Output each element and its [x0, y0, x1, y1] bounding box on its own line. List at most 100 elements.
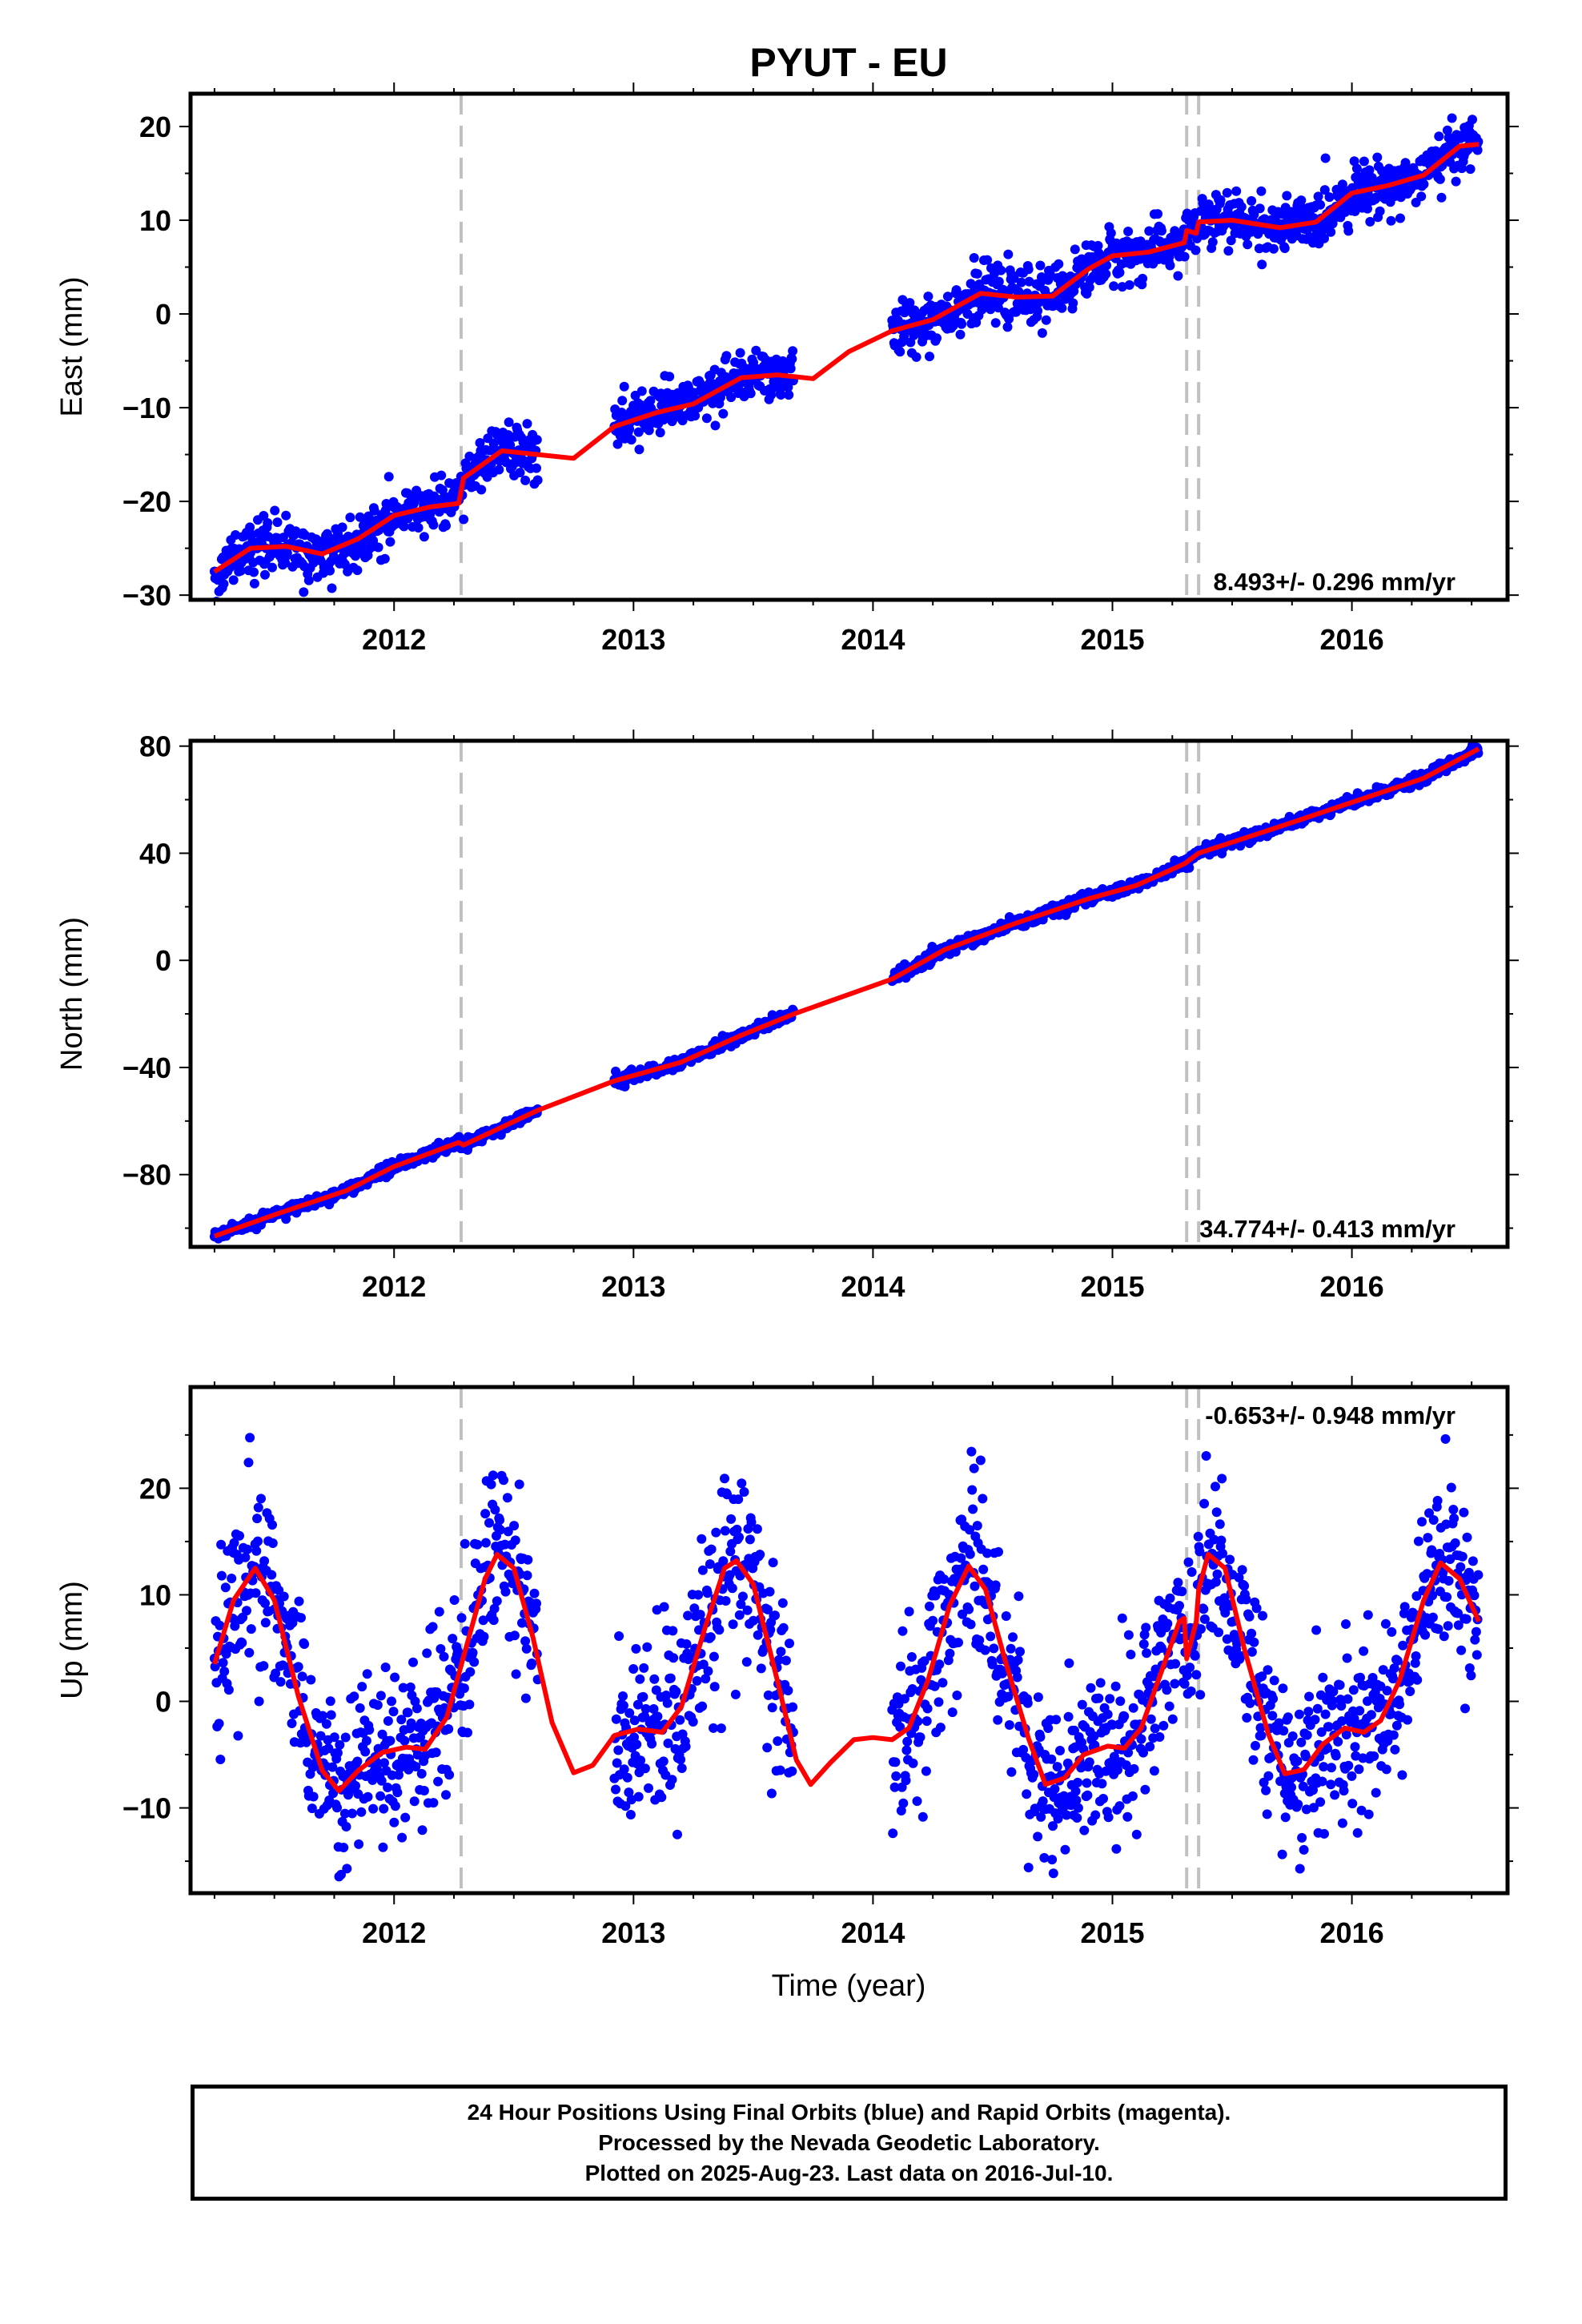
- up-data-point: [1082, 1790, 1093, 1800]
- up-data-point: [1293, 1799, 1303, 1810]
- up-data-point: [260, 1618, 271, 1628]
- up-data-point: [499, 1475, 508, 1486]
- up-data-point: [1292, 1756, 1303, 1767]
- east-y-tick-label: 0: [155, 298, 171, 331]
- up-data-point: [1015, 1647, 1025, 1657]
- up-data-point: [626, 1795, 636, 1805]
- up-data-point: [227, 1574, 237, 1583]
- east-data-point: [616, 408, 627, 417]
- east-data-point: [1465, 164, 1476, 175]
- up-data-point: [523, 1554, 533, 1565]
- up-data-point: [778, 1622, 789, 1633]
- up-data-point: [725, 1546, 736, 1557]
- up-data-point: [252, 1514, 263, 1524]
- north-y-tick-label: −40: [122, 1051, 171, 1084]
- up-data-point: [702, 1588, 713, 1598]
- east-x-tick-label: 2015: [1080, 623, 1144, 656]
- up-data-point: [1277, 1849, 1287, 1860]
- up-data-point: [1162, 1618, 1173, 1629]
- up-data-point: [1287, 1782, 1296, 1792]
- up-data-point: [1342, 1653, 1352, 1663]
- up-data-point: [978, 1494, 988, 1504]
- up-data-point: [1335, 1680, 1345, 1691]
- up-data-point: [1295, 1864, 1305, 1874]
- up-data-point: [974, 1635, 985, 1646]
- up-data-point: [945, 1648, 955, 1659]
- east-data-point: [1215, 195, 1226, 205]
- up-data-point: [216, 1539, 227, 1550]
- east-data-point: [280, 557, 291, 568]
- up-data-point: [1355, 1706, 1365, 1716]
- up-data-point: [930, 1681, 940, 1691]
- up-data-point: [1299, 1844, 1309, 1855]
- up-data-point: [1279, 1726, 1289, 1736]
- east-data-point: [231, 530, 241, 540]
- up-data-point: [306, 1675, 316, 1685]
- east-data-point: [701, 413, 712, 424]
- east-data-point: [1337, 179, 1347, 190]
- up-data-point: [1098, 1794, 1108, 1803]
- up-data-point: [488, 1470, 498, 1481]
- up-data-point: [638, 1691, 648, 1702]
- up-data-point: [392, 1787, 403, 1798]
- up-data-point: [480, 1509, 491, 1519]
- up-data-point: [428, 1622, 438, 1632]
- up-data-point: [1086, 1683, 1096, 1693]
- east-data-point: [1372, 152, 1383, 163]
- east-data-point: [351, 551, 360, 561]
- up-data-point: [1343, 1694, 1353, 1704]
- up-data-point: [697, 1701, 708, 1711]
- east-data-point: [532, 463, 541, 473]
- up-data-point: [698, 1659, 709, 1670]
- up-data-point: [640, 1763, 650, 1774]
- east-data-point: [1468, 115, 1477, 125]
- up-data-point: [1220, 1607, 1231, 1618]
- east-data-point: [626, 435, 636, 445]
- up-data-point: [1310, 1715, 1320, 1725]
- up-data-point: [1352, 1827, 1363, 1838]
- up-data-point: [409, 1796, 420, 1807]
- up-data-point: [620, 1801, 631, 1811]
- east-data-point: [219, 579, 229, 589]
- up-data-point: [618, 1691, 628, 1701]
- up-data-point: [1268, 1694, 1279, 1704]
- east-data-point: [784, 390, 794, 400]
- east-data-point: [1435, 174, 1445, 184]
- east-data-point: [977, 304, 987, 315]
- up-data-point: [1039, 1852, 1050, 1863]
- up-data-point: [1225, 1554, 1235, 1565]
- up-data-point: [468, 1647, 478, 1658]
- up-data-point: [990, 1580, 1001, 1590]
- up-data-point: [1296, 1737, 1307, 1747]
- up-data-point: [459, 1683, 469, 1694]
- up-data-point: [1071, 1795, 1082, 1805]
- up-data-point: [1014, 1591, 1024, 1602]
- up-data-point: [220, 1582, 231, 1593]
- east-data-point: [1045, 269, 1055, 279]
- up-data-point: [902, 1736, 913, 1747]
- up-data-point: [1142, 1648, 1152, 1659]
- up-data-point: [254, 1696, 264, 1707]
- up-data-point: [701, 1674, 711, 1684]
- up-data-point: [1239, 1581, 1250, 1591]
- east-data-point: [619, 381, 629, 392]
- up-data-point: [1131, 1829, 1142, 1839]
- up-data-point: [1199, 1604, 1209, 1614]
- up-data-point: [1141, 1622, 1151, 1633]
- up-data-point: [436, 1644, 446, 1654]
- up-data-point: [934, 1659, 945, 1670]
- up-data-point: [987, 1659, 998, 1670]
- up-data-point: [1121, 1760, 1131, 1771]
- up-data-point: [259, 1556, 270, 1566]
- up-data-point: [640, 1711, 650, 1722]
- up-data-point: [403, 1707, 413, 1718]
- up-data-point: [307, 1803, 317, 1814]
- up-data-point: [631, 1643, 641, 1654]
- east-data-point: [1436, 192, 1447, 203]
- east-data-point: [1191, 245, 1201, 255]
- up-data-point: [639, 1663, 649, 1673]
- up-data-point: [439, 1651, 449, 1662]
- east-data-point: [337, 522, 347, 533]
- north-y-tick-label: 80: [139, 730, 171, 763]
- up-data-point: [352, 1756, 363, 1767]
